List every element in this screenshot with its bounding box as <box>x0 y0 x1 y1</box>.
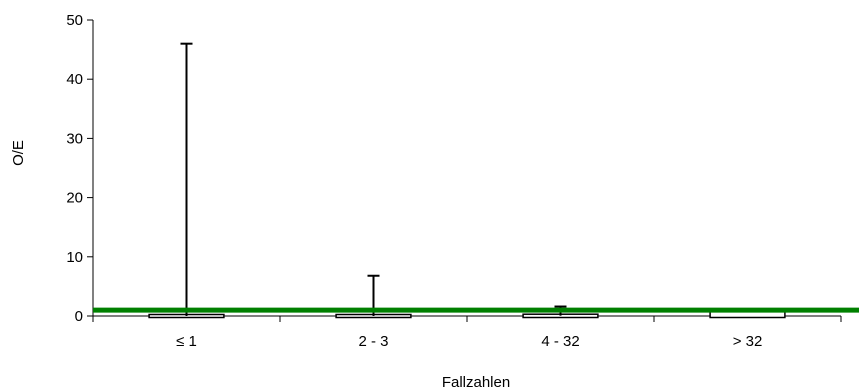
chart-marks: 0 10 20 30 40 50 ≤ 1 2 - 3 4 - 32 > 32 <box>66 12 859 350</box>
y-axis-title: O/E <box>10 140 27 166</box>
y-tick-label: 50 <box>66 12 83 29</box>
x-tick-label: ≤ 1 <box>176 333 197 350</box>
x-tick-label: 4 - 32 <box>541 333 579 350</box>
x-axis-title: Fallzahlen <box>442 374 510 391</box>
x-tick-label: 2 - 3 <box>358 333 388 350</box>
y-tick-label: 40 <box>66 71 83 88</box>
y-tick-label: 10 <box>66 249 83 266</box>
x-tick-label: > 32 <box>733 333 763 350</box>
y-tick-label: 0 <box>75 308 83 325</box>
y-tick-label: 30 <box>66 130 83 147</box>
y-tick-label: 20 <box>66 190 83 207</box>
